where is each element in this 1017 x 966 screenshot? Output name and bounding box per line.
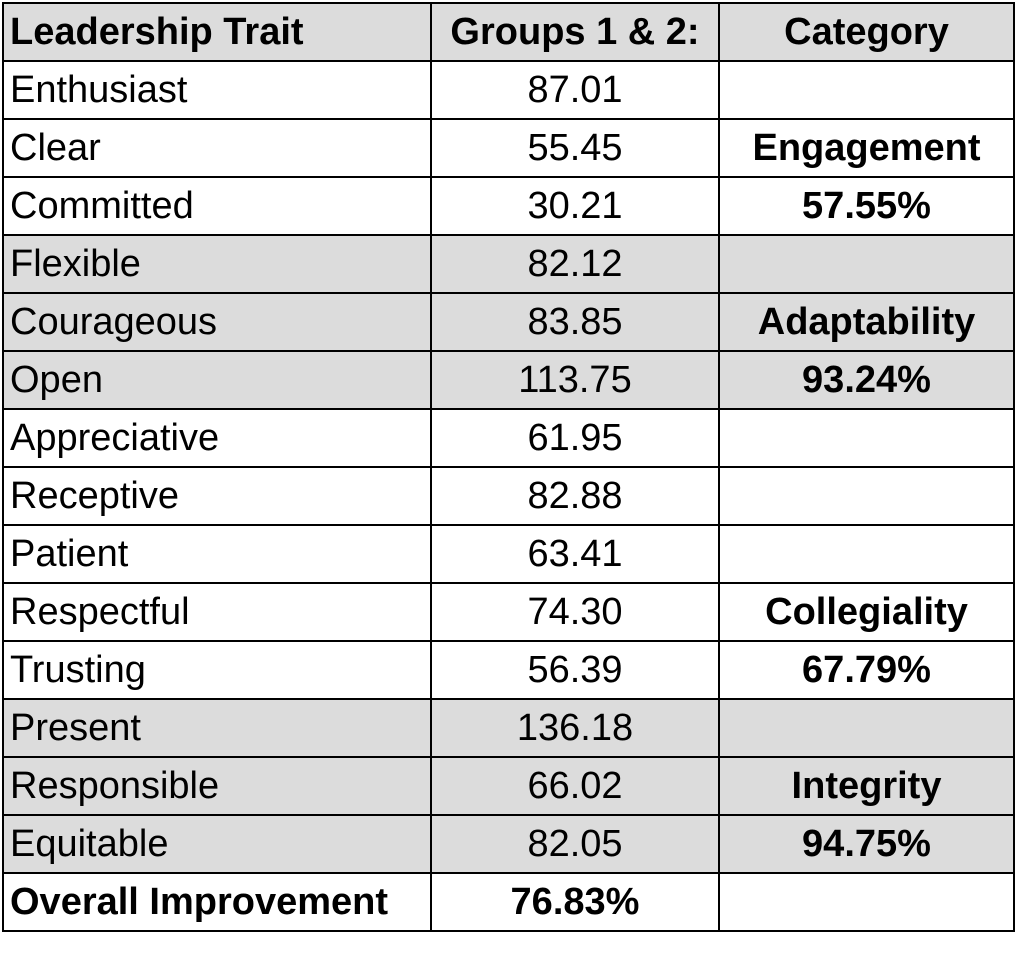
value-cell: 83.85 — [430, 292, 720, 352]
overall-improvement-label: Overall Improvement — [2, 872, 432, 932]
table-row: Enthusiast 87.01 — [2, 60, 1015, 120]
value-cell: 82.88 — [430, 466, 720, 526]
trait-cell: Present — [2, 698, 432, 758]
value-cell: 136.18 — [430, 698, 720, 758]
value-cell: 82.05 — [430, 814, 720, 874]
category-cell: Collegiality — [718, 582, 1015, 642]
category-cell — [718, 698, 1015, 758]
category-cell — [718, 466, 1015, 526]
trait-cell: Enthusiast — [2, 60, 432, 120]
trait-cell: Patient — [2, 524, 432, 584]
table-row: Respectful 74.30 Collegiality — [2, 582, 1015, 642]
trait-cell: Courageous — [2, 292, 432, 352]
table-row: Receptive 82.88 — [2, 466, 1015, 526]
category-cell — [718, 60, 1015, 120]
header-row: Leadership Trait Groups 1 & 2: Category — [2, 2, 1015, 62]
category-cell: 57.55% — [718, 176, 1015, 236]
trait-cell: Flexible — [2, 234, 432, 294]
trait-cell: Receptive — [2, 466, 432, 526]
category-cell: 93.24% — [718, 350, 1015, 410]
header-leadership-trait: Leadership Trait — [2, 2, 432, 62]
table-row: Equitable 82.05 94.75% — [2, 814, 1015, 874]
value-cell: 66.02 — [430, 756, 720, 816]
category-cell: Engagement — [718, 118, 1015, 178]
table-row: Flexible 82.12 — [2, 234, 1015, 294]
category-cell: 67.79% — [718, 640, 1015, 700]
table-row: Responsible 66.02 Integrity — [2, 756, 1015, 816]
value-cell: 63.41 — [430, 524, 720, 584]
trait-cell: Open — [2, 350, 432, 410]
category-cell: Adaptability — [718, 292, 1015, 352]
trait-cell: Equitable — [2, 814, 432, 874]
category-cell: 94.75% — [718, 814, 1015, 874]
overall-improvement-value: 76.83% — [430, 872, 720, 932]
value-cell: 55.45 — [430, 118, 720, 178]
footer-row: Overall Improvement 76.83% — [2, 872, 1015, 932]
table-row: Open 113.75 93.24% — [2, 350, 1015, 410]
category-cell — [718, 524, 1015, 584]
trait-cell: Respectful — [2, 582, 432, 642]
value-cell: 113.75 — [430, 350, 720, 410]
table-row: Patient 63.41 — [2, 524, 1015, 584]
table-row: Trusting 56.39 67.79% — [2, 640, 1015, 700]
table-row: Committed 30.21 57.55% — [2, 176, 1015, 236]
trait-cell: Responsible — [2, 756, 432, 816]
table-row: Courageous 83.85 Adaptability — [2, 292, 1015, 352]
value-cell: 74.30 — [430, 582, 720, 642]
value-cell: 87.01 — [430, 60, 720, 120]
leadership-trait-table: Leadership Trait Groups 1 & 2: Category … — [2, 2, 1015, 932]
category-cell: Integrity — [718, 756, 1015, 816]
category-cell — [718, 408, 1015, 468]
trait-cell: Trusting — [2, 640, 432, 700]
table-row: Clear 55.45 Engagement — [2, 118, 1015, 178]
header-category: Category — [718, 2, 1015, 62]
trait-cell: Committed — [2, 176, 432, 236]
header-groups: Groups 1 & 2: — [430, 2, 720, 62]
category-cell — [718, 234, 1015, 294]
table-row: Appreciative 61.95 — [2, 408, 1015, 468]
value-cell: 61.95 — [430, 408, 720, 468]
value-cell: 56.39 — [430, 640, 720, 700]
trait-cell: Appreciative — [2, 408, 432, 468]
trait-cell: Clear — [2, 118, 432, 178]
value-cell: 82.12 — [430, 234, 720, 294]
value-cell: 30.21 — [430, 176, 720, 236]
overall-category-cell — [718, 872, 1015, 932]
table-row: Present 136.18 — [2, 698, 1015, 758]
